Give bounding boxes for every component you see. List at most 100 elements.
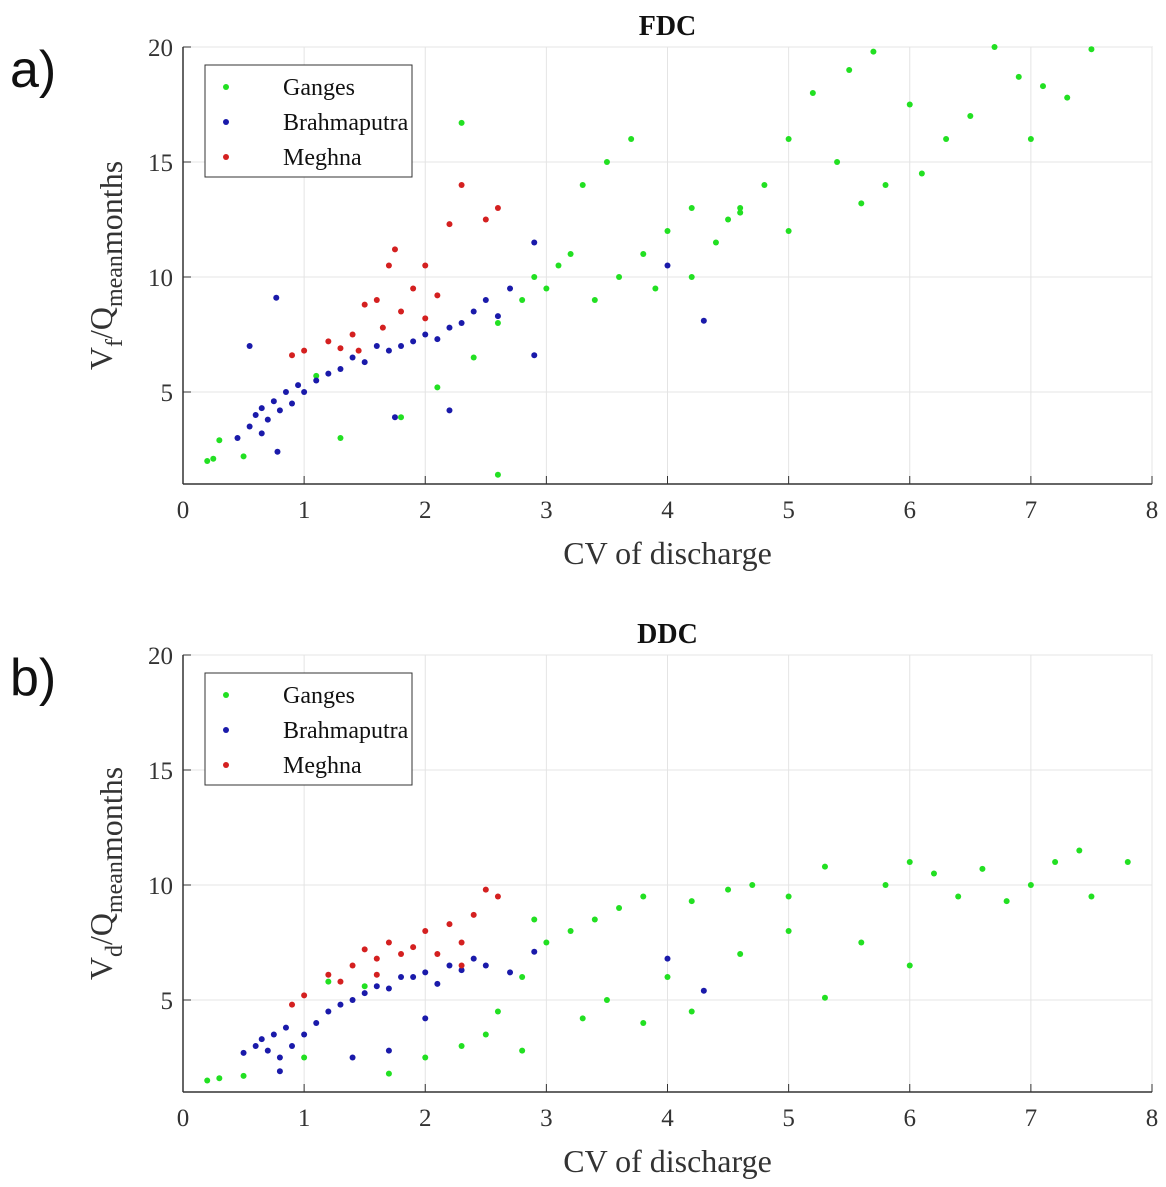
scatter-point [482,297,489,303]
scatter-point [422,1015,429,1022]
scatter-point [274,448,281,455]
scatter-point [446,921,453,928]
scatter-point [276,1054,283,1061]
scatter-point [289,1001,296,1008]
scatter-point [422,315,429,322]
scatter-point [398,414,405,421]
x-tick-label: 8 [1146,497,1159,524]
scatter-point [737,209,744,216]
scatter-point [870,48,877,55]
scatter-point [616,274,623,280]
scatter-point [882,882,889,888]
scatter-point [821,863,828,870]
scatter-point [821,994,828,1001]
scatter-point [1052,859,1059,865]
y-axis-label: Vd/Qmeanmonths [83,767,129,980]
scatter-point [204,458,211,464]
scatter-point [603,997,610,1003]
legend-marker [223,727,229,733]
y-axis-label-part: d [102,945,128,957]
scatter-point [507,969,514,976]
x-tick-label: 1 [298,1105,311,1132]
y-axis-unit: months [93,767,129,861]
panel-label: a) [10,41,56,99]
scatter-point [494,1008,501,1015]
scatter-point [1003,898,1010,905]
scatter-point [276,407,283,414]
scatter-point [458,1043,465,1049]
scatter-point [385,1047,392,1054]
y-axis-label-part: f [102,339,128,347]
scatter-point [579,182,586,188]
scatter-point [361,946,368,953]
scatter-point [325,971,332,978]
scatter-point [349,331,356,338]
scatter-point [725,886,732,893]
scatter-point [567,928,574,934]
scatter-point [301,347,308,354]
scatter-point [446,324,453,331]
scatter-point [785,928,792,934]
scatter-point [930,870,937,877]
scatter-point [282,389,289,395]
scatter-point [240,453,247,460]
scatter-point [579,1015,586,1022]
scatter-point [264,1047,271,1054]
scatter-point [664,262,671,269]
scatter-point [458,967,465,974]
scatter-point [858,939,865,946]
scatter-point [349,962,356,969]
scatter-point [385,985,392,992]
scatter-point [289,400,296,407]
x-tick-label: 3 [540,1105,553,1132]
y-tick-label: 15 [148,150,173,177]
scatter-point [410,338,417,345]
scatter-point [470,354,477,361]
scatter-point [301,389,308,395]
scatter-point [531,352,538,359]
scatter-point [470,911,477,918]
x-tick-label: 5 [782,1105,795,1132]
scatter-point [1015,73,1022,80]
x-tick-label: 4 [661,1105,674,1132]
scatter-point [385,1070,392,1077]
scatter-point [349,997,356,1003]
y-axis-label-part: /Q [83,307,119,339]
scatter-point [301,1054,308,1061]
scatter-point [700,317,707,324]
scatter-point [361,990,368,997]
scatter-point [373,971,380,978]
x-tick-label: 3 [540,497,553,524]
scatter-point [313,377,320,384]
scatter-point [967,113,974,119]
scatter-point [264,416,271,423]
chart-title: FDC [639,11,697,42]
panel: a) 0 1 2 3 4 5 6 7 8 5 10 15 20 FDC CV of discharge Vf/Q… [10,11,1158,571]
scatter-point [391,414,398,421]
scatter-point [737,951,744,957]
legend-marker [223,119,229,125]
scatter-point [240,1049,247,1056]
scatter-point [458,320,465,326]
scatter-point [494,205,501,211]
scatter-point [664,955,671,962]
scatter-point [458,962,465,969]
scatter-point [373,983,380,990]
scatter-point [664,974,671,980]
legend-label: Meghna [283,753,362,779]
y-tick-label: 5 [161,380,174,407]
scatter-point [337,345,344,352]
scatter-point [289,352,296,359]
scatter-point [906,962,913,969]
y-tick-label: 5 [161,988,174,1015]
scatter-point [640,1020,647,1026]
scatter-point [603,159,610,165]
scatter-point [385,939,392,946]
scatter-point [258,405,265,412]
scatter-point [234,435,241,441]
scatter-point [979,865,986,872]
scatter-point [295,382,302,389]
legend-box [204,64,413,178]
x-tick-label: 6 [904,497,917,524]
scatter-point [422,969,429,976]
